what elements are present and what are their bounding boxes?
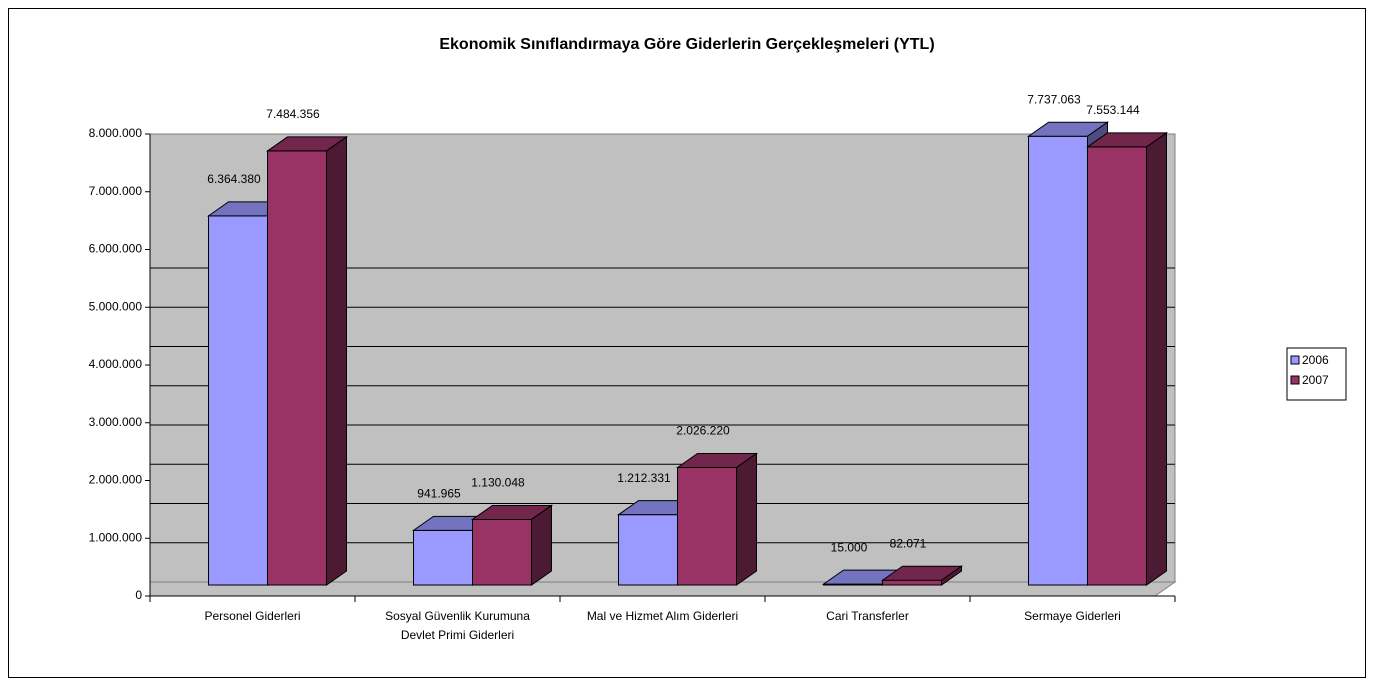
- bar-front: [882, 579, 942, 586]
- bar: [265, 135, 349, 586]
- value-label: 82.071: [890, 536, 927, 550]
- y-tick-label: 6.000.000: [89, 242, 143, 256]
- bar-front: [1087, 146, 1147, 586]
- value-label: 7.737.063: [1027, 92, 1081, 106]
- bar-front: [267, 150, 327, 586]
- value-label: 941.965: [417, 487, 461, 501]
- bar-front: [618, 514, 678, 586]
- x-tick-label: Personel Giderleri: [204, 609, 300, 623]
- bar-side: [326, 135, 347, 586]
- legend-swatch: [1290, 355, 1300, 365]
- y-tick-label: 7.000.000: [89, 184, 143, 198]
- value-label: 1.212.331: [617, 471, 671, 485]
- y-tick-label: 0: [135, 588, 142, 602]
- y-tick-label: 1.000.000: [89, 530, 143, 544]
- value-label: 7.484.356: [266, 107, 320, 121]
- bar: [1085, 131, 1169, 586]
- legend-swatch: [1290, 375, 1300, 385]
- bar: [880, 565, 964, 586]
- y-tick-label: 4.000.000: [89, 357, 143, 371]
- bar-side: [941, 565, 962, 586]
- y-tick-label: 3.000.000: [89, 415, 143, 429]
- value-label: 6.364.380: [207, 172, 261, 186]
- x-tick-label: Sosyal Güvenlik Kurumuna Devlet Primi Gid…: [385, 609, 530, 642]
- value-label: 2.026.220: [676, 424, 730, 438]
- value-label: 1.130.048: [471, 476, 525, 490]
- bar-front: [472, 518, 532, 586]
- bar-side: [736, 452, 757, 586]
- bar-front: [1028, 135, 1088, 586]
- y-tick-label: 5.000.000: [89, 299, 143, 313]
- bar: [675, 452, 759, 586]
- bar: [470, 504, 554, 586]
- value-label: 15.000: [831, 540, 868, 554]
- bar-side: [1146, 131, 1167, 586]
- legend-label: 2007: [1302, 373, 1329, 387]
- y-tick-label: 2.000.000: [89, 473, 143, 487]
- legend-label: 2006: [1302, 353, 1329, 367]
- value-label: 7.553.144: [1086, 103, 1140, 117]
- bar-front: [208, 215, 268, 586]
- bar-side: [531, 504, 552, 586]
- x-tick-label: Mal ve Hizmet Alım Giderleri: [587, 609, 738, 623]
- y-tick-label: 8.000.000: [89, 126, 143, 140]
- bar-front: [677, 466, 737, 586]
- chart-title: Ekonomik Sınıflandırmaya Göre Giderlerin…: [439, 36, 934, 53]
- x-tick-label: Cari Transferler: [826, 609, 909, 623]
- bar-front: [413, 529, 473, 586]
- x-tick-label: Sermaye Giderleri: [1024, 609, 1121, 623]
